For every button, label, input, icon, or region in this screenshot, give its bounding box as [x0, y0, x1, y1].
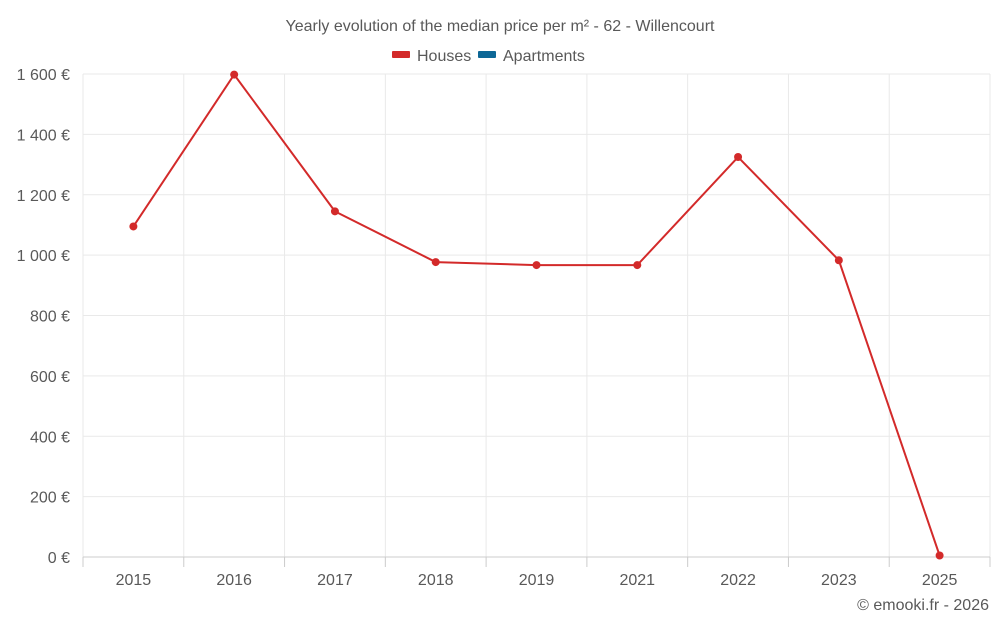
- y-tick-label: 1 000 €: [17, 248, 70, 265]
- legend-swatch-houses[interactable]: [392, 51, 410, 58]
- legend: Houses Apartments: [392, 48, 585, 65]
- y-tick-label: 1 400 €: [17, 127, 70, 144]
- x-tick-label: 2017: [317, 572, 353, 589]
- x-tick-label: 2018: [418, 572, 454, 589]
- data-point-houses-2017[interactable]: [330, 207, 339, 216]
- x-tick-label: 2019: [519, 572, 555, 589]
- data-point-houses-2016[interactable]: [230, 70, 239, 79]
- data-point-houses-2021[interactable]: [633, 261, 642, 270]
- data-point-houses-2015[interactable]: [129, 222, 138, 231]
- data-point-houses-2018[interactable]: [431, 258, 440, 267]
- x-tick-label: 2025: [922, 572, 958, 589]
- data-point-houses-2022[interactable]: [734, 153, 743, 162]
- y-tick-label: 1 600 €: [17, 67, 70, 84]
- y-tick-label: 600 €: [30, 369, 70, 386]
- y-tick-label: 0 €: [48, 550, 70, 567]
- legend-swatch-apartments[interactable]: [478, 51, 496, 58]
- y-axis-ticks: 0 € 200 € 400 € 600 € 800 € 1 000 € 1 200 € 1 4…: [17, 67, 70, 567]
- x-tick-label: 2015: [116, 572, 152, 589]
- data-point-houses-2023[interactable]: [834, 256, 843, 265]
- credit-text: © emooki.fr - 2026: [857, 597, 989, 614]
- y-tick-label: 200 €: [30, 490, 70, 507]
- data-point-houses-2019[interactable]: [532, 261, 541, 270]
- x-tick-label: 2022: [720, 572, 756, 589]
- x-tick-label: 2016: [216, 572, 252, 589]
- x-tick-label: 2021: [619, 572, 655, 589]
- series-layer: [129, 70, 944, 560]
- y-tick-label: 1 200 €: [17, 188, 70, 205]
- x-axis-ticks: 2015 2016 2017 2018 2019 2021 2022 2023 2025: [82, 557, 991, 589]
- legend-label-houses[interactable]: Houses: [417, 48, 471, 65]
- y-gridlines: [83, 73, 990, 498]
- x-tick-label: 2023: [821, 572, 857, 589]
- y-tick-label: 800 €: [30, 309, 70, 326]
- legend-label-apartments[interactable]: Apartments: [503, 48, 585, 65]
- x-gridlines: [82, 74, 991, 557]
- chart-title: Yearly evolution of the median price per…: [286, 18, 715, 35]
- data-point-houses-2025[interactable]: [935, 551, 944, 560]
- y-tick-label: 400 €: [30, 429, 70, 446]
